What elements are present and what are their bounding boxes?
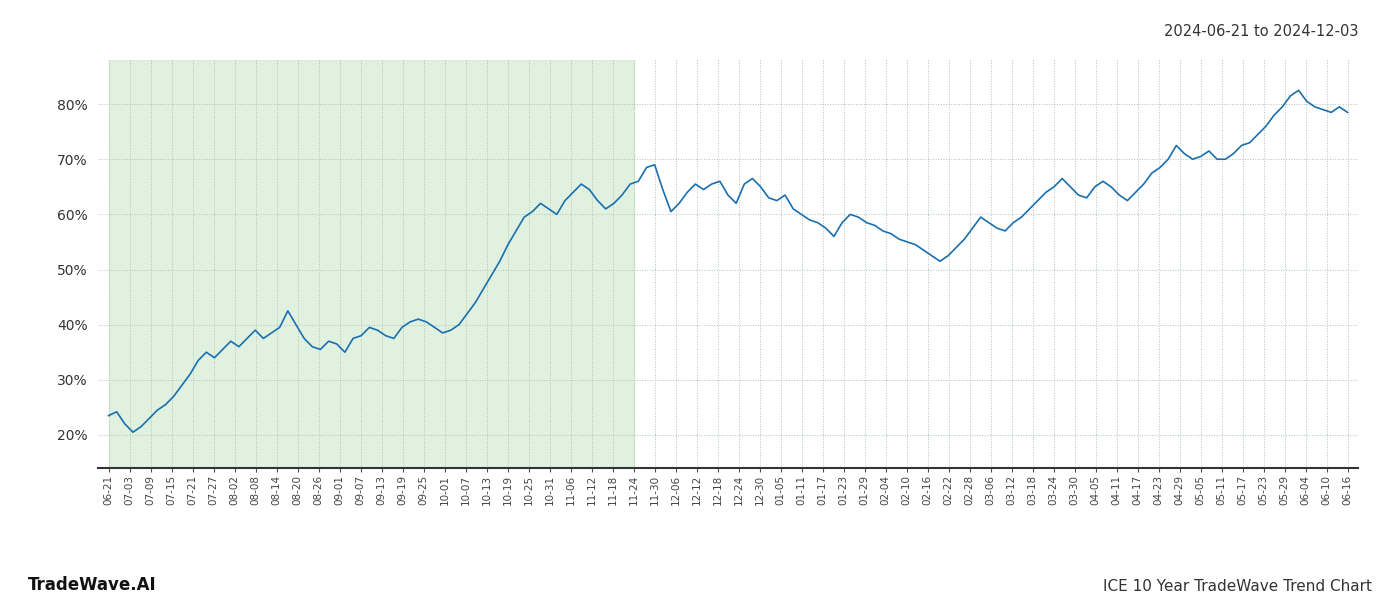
Text: 2024-06-21 to 2024-12-03: 2024-06-21 to 2024-12-03 bbox=[1163, 24, 1358, 39]
Text: ICE 10 Year TradeWave Trend Chart: ICE 10 Year TradeWave Trend Chart bbox=[1103, 579, 1372, 594]
Text: TradeWave.AI: TradeWave.AI bbox=[28, 576, 157, 594]
Bar bbox=[109, 60, 633, 468]
